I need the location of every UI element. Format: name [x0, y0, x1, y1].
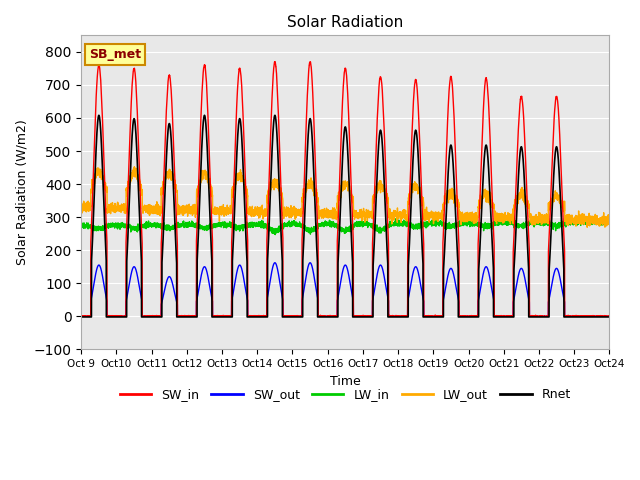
SW_out: [271, 260, 279, 265]
Rnet: [493, 314, 501, 320]
SW_in: [605, 313, 612, 319]
Title: Solar Radiation: Solar Radiation: [287, 15, 403, 30]
SW_out: [605, 313, 612, 319]
LW_in: [435, 219, 442, 225]
SW_in: [493, 313, 501, 319]
SW_in: [172, 216, 180, 222]
Line: LW_out: LW_out: [81, 167, 609, 227]
LW_in: [271, 232, 279, 238]
SW_in: [77, 313, 85, 319]
LW_in: [601, 216, 609, 222]
SW_out: [77, 313, 85, 319]
SW_in: [435, 313, 442, 319]
LW_in: [326, 217, 333, 223]
LW_in: [605, 220, 613, 226]
Line: SW_out: SW_out: [81, 263, 609, 316]
LW_out: [435, 213, 442, 218]
LW_out: [605, 220, 612, 226]
Rnet: [77, 314, 85, 320]
LW_out: [463, 218, 471, 224]
SW_out: [435, 313, 442, 319]
LW_out: [172, 186, 180, 192]
Text: SB_met: SB_met: [89, 48, 141, 61]
LW_out: [131, 164, 138, 169]
Y-axis label: Solar Radiation (W/m2): Solar Radiation (W/m2): [15, 120, 28, 265]
Rnet: [463, 314, 471, 320]
LW_in: [463, 221, 471, 227]
LW_out: [583, 224, 591, 230]
SW_in: [271, 59, 279, 64]
SW_out: [172, 297, 180, 303]
SW_out: [326, 313, 333, 319]
X-axis label: Time: Time: [330, 374, 361, 388]
SW_in: [464, 313, 472, 319]
LW_out: [493, 210, 501, 216]
SW_in: [77, 313, 85, 319]
Rnet: [605, 314, 613, 320]
Legend: SW_in, SW_out, LW_in, LW_out, Rnet: SW_in, SW_out, LW_in, LW_out, Rnet: [115, 383, 576, 406]
Rnet: [435, 314, 442, 320]
LW_in: [172, 222, 180, 228]
LW_out: [326, 208, 333, 214]
SW_out: [605, 313, 613, 319]
LW_in: [493, 218, 501, 224]
SW_in: [326, 313, 333, 319]
LW_in: [605, 221, 612, 227]
Line: Rnet: Rnet: [81, 115, 609, 317]
LW_in: [77, 223, 85, 228]
LW_out: [77, 200, 85, 206]
Line: LW_in: LW_in: [81, 219, 609, 235]
Line: SW_in: SW_in: [81, 61, 609, 316]
Rnet: [95, 112, 103, 118]
SW_out: [463, 313, 471, 319]
LW_out: [605, 221, 613, 227]
Rnet: [326, 314, 333, 320]
Rnet: [172, 253, 180, 259]
Rnet: [605, 314, 612, 320]
SW_in: [605, 313, 613, 319]
SW_out: [493, 313, 501, 319]
